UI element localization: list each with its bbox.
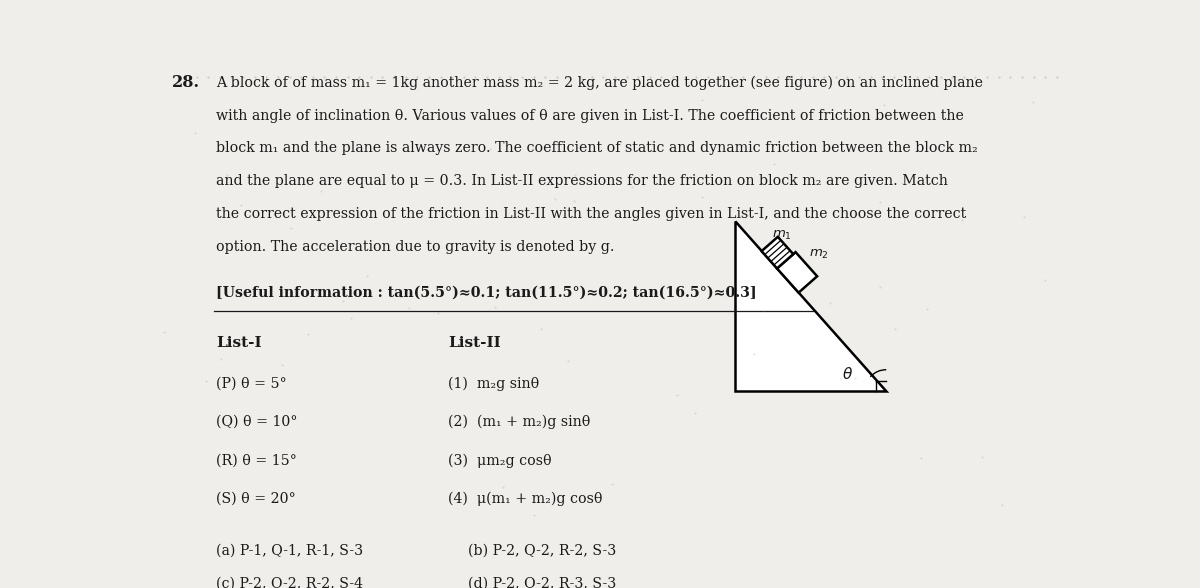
Text: $\theta$: $\theta$ [842,366,853,382]
Text: (d) P-2, Q-2, R-3, S-3: (d) P-2, Q-2, R-3, S-3 [468,576,616,588]
Text: (a) P-1, Q-1, R-1, S-3: (a) P-1, Q-1, R-1, S-3 [216,544,364,558]
Text: List-I: List-I [216,336,262,350]
Text: with angle of inclination θ. Various values of θ are given in List-I. The coeffi: with angle of inclination θ. Various val… [216,109,964,123]
Text: (1)  m₂g sinθ: (1) m₂g sinθ [449,376,540,390]
Text: (c) P-2, Q-2, R-2, S-4: (c) P-2, Q-2, R-2, S-4 [216,576,362,588]
Text: List-II: List-II [449,336,502,350]
Text: 28.: 28. [172,75,199,91]
Text: (4)  μ(m₁ + m₂)g cosθ: (4) μ(m₁ + m₂)g cosθ [449,492,602,506]
Text: [Useful information : tan(5.5°)≈0.1; tan(11.5°)≈0.2; tan(16.5°)≈0.3]: [Useful information : tan(5.5°)≈0.1; tan… [216,286,756,300]
Text: (b) P-2, Q-2, R-2, S-3: (b) P-2, Q-2, R-2, S-3 [468,544,616,558]
Text: and the plane are equal to μ = 0.3. In List-II expressions for the friction on b: and the plane are equal to μ = 0.3. In L… [216,174,948,188]
Polygon shape [778,252,817,293]
Text: $m_2$: $m_2$ [810,248,829,261]
Text: A block of of mass m₁ = 1kg another mass m₂ = 2 kg, are placed together (see fig: A block of of mass m₁ = 1kg another mass… [216,76,983,91]
Polygon shape [736,222,887,391]
Text: (P) θ = 5°: (P) θ = 5° [216,376,287,390]
Text: (Q) θ = 10°: (Q) θ = 10° [216,415,298,429]
Text: (S) θ = 20°: (S) θ = 20° [216,492,295,506]
Text: the correct expression of the friction in List-II with the angles given in List-: the correct expression of the friction i… [216,207,966,221]
Text: block m₁ and the plane is always zero. The coefficient of static and dynamic fri: block m₁ and the plane is always zero. T… [216,141,978,155]
Text: (3)  μm₂g cosθ: (3) μm₂g cosθ [449,453,552,467]
Text: (2)  (m₁ + m₂)g sinθ: (2) (m₁ + m₂)g sinθ [449,415,590,429]
Polygon shape [762,237,793,269]
Text: $m_1$: $m_1$ [772,229,792,242]
Text: option. The acceleration due to gravity is denoted by g.: option. The acceleration due to gravity … [216,239,614,253]
Text: (R) θ = 15°: (R) θ = 15° [216,453,296,467]
